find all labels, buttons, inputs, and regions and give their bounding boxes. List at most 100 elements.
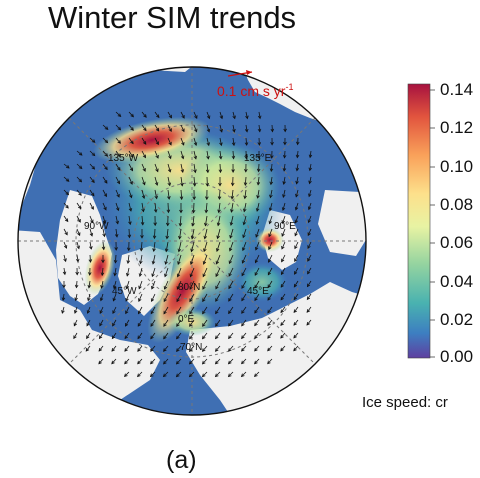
drift-vector [176, 345, 182, 352]
drift-vector [138, 293, 143, 302]
drift-vector-head [114, 233, 119, 238]
drift-vector [138, 306, 143, 314]
drift-vector-head [215, 285, 219, 290]
drift-vector-head [168, 141, 172, 146]
drift-vector-head [88, 272, 92, 276]
drift-vector [137, 345, 143, 352]
drift-vector [219, 124, 223, 133]
drift-vector-head [154, 182, 159, 186]
drift-vector [228, 371, 234, 377]
drift-vector-head [128, 221, 132, 226]
drift-vector [267, 345, 273, 352]
drift-vector-head [137, 373, 141, 378]
drift-vector [242, 228, 247, 238]
drift-vector-head [193, 169, 197, 174]
drift-vector-head [201, 335, 206, 340]
drift-vector-head [267, 335, 271, 339]
drift-vector [180, 111, 185, 119]
drift-vector-head [257, 115, 262, 120]
drift-vector [127, 254, 130, 264]
drift-vector [189, 345, 195, 352]
drift-vector [140, 254, 143, 264]
drift-vector [205, 215, 208, 226]
drift-vector-head [294, 245, 298, 250]
drift-vector [245, 124, 248, 132]
drift-vector [141, 202, 144, 212]
drift-vector-head [78, 178, 83, 183]
drift-vector [217, 215, 221, 226]
drift-vector [73, 332, 78, 339]
drift-vector-head [242, 221, 247, 226]
drift-vector-head [153, 209, 158, 213]
drift-vector [281, 267, 286, 275]
drift-vector-head [89, 232, 94, 237]
label-135w: 135°W [108, 153, 139, 164]
drift-vector [63, 202, 69, 209]
drift-vector [191, 228, 195, 239]
drift-vector-head [176, 298, 180, 303]
drift-vector [63, 228, 68, 235]
drift-vector [242, 254, 247, 264]
drift-vector-head [257, 128, 262, 133]
drift-vector-head [294, 258, 298, 263]
drift-vector [309, 176, 312, 184]
drift-vector-head [112, 310, 116, 315]
drift-vector-head [151, 273, 155, 278]
drift-vector-head [215, 273, 219, 278]
drift-vector [76, 228, 81, 236]
drift-vector-head [175, 373, 180, 378]
drift-vector-head [294, 271, 298, 275]
drift-vector [293, 319, 299, 326]
drift-vector [86, 319, 91, 326]
drift-vector-head [244, 169, 248, 173]
drift-vector-head [111, 335, 116, 340]
drift-vector-head [156, 114, 160, 119]
drift-vector [189, 319, 195, 327]
drift-vector-head [257, 142, 262, 146]
drift-vector [154, 124, 160, 132]
drift-vector [280, 280, 286, 288]
drift-vector-head [194, 128, 198, 133]
drift-vector-head [206, 142, 210, 147]
drift-vector [167, 111, 172, 119]
colorbar-tick-label: 0.00 [440, 347, 474, 366]
drift-vector-head [307, 258, 311, 262]
drift-vector [99, 319, 104, 326]
drift-vector [112, 319, 117, 327]
drift-vector-head [177, 248, 182, 253]
drift-vector [89, 150, 95, 156]
drift-vector [179, 215, 182, 226]
drift-vector-head [255, 234, 259, 238]
drift-vector [167, 202, 169, 213]
colorbar-tick-label: 0.14 [440, 80, 474, 99]
drift-vector [189, 332, 195, 339]
drift-vector [258, 111, 261, 119]
drift-vector-head [282, 194, 286, 199]
drift-vector-head [254, 360, 258, 365]
drift-vector [283, 176, 286, 185]
drift-vector [280, 332, 286, 339]
drift-vector-head [163, 348, 167, 352]
drift-vector [204, 228, 208, 239]
drift-vector [281, 241, 286, 250]
drift-vector [178, 241, 182, 252]
drift-vector-head [215, 298, 219, 302]
drift-vector [167, 176, 171, 186]
drift-vector-head [138, 310, 142, 315]
label-135e: 135°E [244, 153, 272, 164]
graticule-labels: 135°W 135°E 90°W 90°E 45°W 45°E 80°N 0°E… [84, 153, 296, 353]
drift-vector [254, 280, 260, 289]
drift-vector-head [193, 142, 198, 147]
drift-vector-head [178, 235, 182, 240]
drift-vector-head [283, 128, 287, 133]
drift-vector [216, 254, 221, 264]
drift-vector [215, 293, 221, 302]
drift-vector [154, 228, 156, 239]
drift-vector [228, 293, 234, 302]
drift-vector-head [228, 285, 232, 290]
drift-vector-head [137, 360, 141, 365]
drift-vector-head [155, 168, 159, 173]
drift-vector [215, 332, 221, 339]
drift-vector-head [294, 232, 298, 237]
drift-vector-head [91, 139, 96, 143]
